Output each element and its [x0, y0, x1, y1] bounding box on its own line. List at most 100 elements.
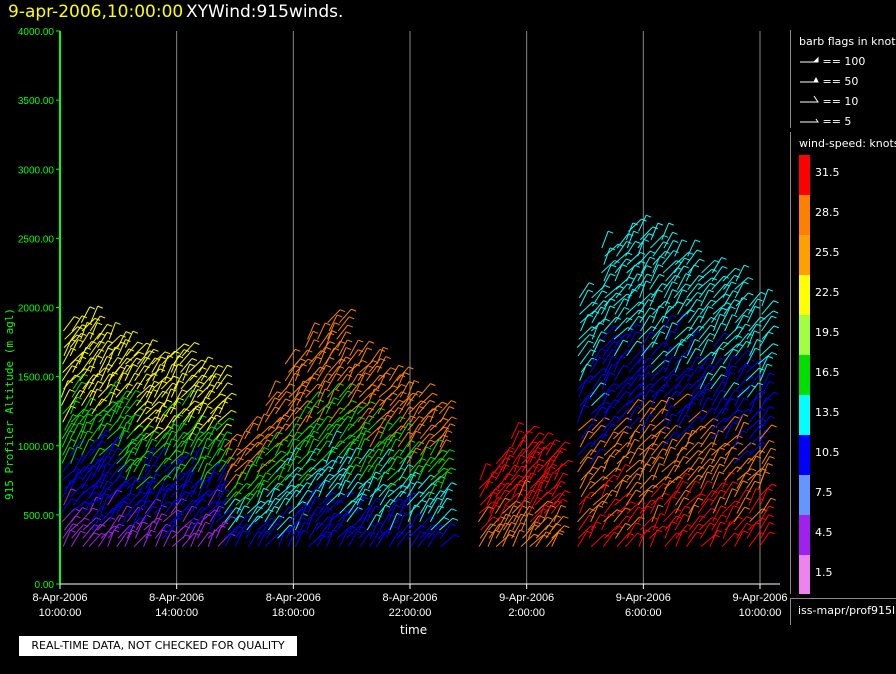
wind-barb	[317, 523, 329, 539]
wind-barb	[367, 448, 379, 465]
wind-barb	[296, 406, 307, 423]
wind-barb	[197, 426, 212, 440]
wind-barb-flag	[720, 489, 726, 493]
wind-barb	[536, 480, 545, 498]
wind-barb	[154, 432, 167, 448]
wind-barb-flag	[684, 505, 691, 509]
wind-barb-flag	[120, 475, 126, 479]
wind-barb	[227, 457, 240, 473]
wind-barb	[377, 414, 388, 431]
wind-barb	[357, 365, 369, 382]
wind-barb	[155, 484, 169, 498]
wind-barb-flag	[194, 384, 200, 388]
wind-barb-flag	[688, 383, 694, 387]
wind-barb-flag	[328, 356, 335, 360]
color-swatch	[799, 235, 810, 275]
wind-barb	[336, 390, 348, 406]
wind-barb	[169, 397, 180, 415]
wind-barb	[637, 233, 650, 249]
wind-barb-flag	[347, 339, 353, 343]
wind-barb-flag	[688, 467, 694, 471]
wind-barb-flag	[671, 314, 677, 318]
wind-barb-flag	[184, 408, 190, 412]
wind-barb	[613, 333, 627, 348]
wind-barb	[439, 517, 454, 531]
wind-barb-flag	[364, 438, 370, 442]
wind-barb	[89, 423, 102, 440]
wind-barb-flag	[209, 390, 216, 394]
x-tick-date: 9-Apr-2006	[732, 592, 787, 604]
wind-barb	[649, 525, 663, 539]
wind-barb	[761, 325, 775, 340]
wind-barb	[639, 474, 653, 489]
wind-barb	[379, 422, 388, 440]
wind-barb-flag	[258, 433, 265, 437]
wind-barb	[513, 455, 522, 473]
wind-barb-flag	[351, 400, 357, 404]
wind-barb	[97, 340, 109, 357]
wind-barb	[275, 497, 286, 514]
wind-barb	[511, 522, 521, 539]
wind-barb	[318, 480, 326, 498]
wind-barb	[501, 447, 511, 464]
wind-barb	[97, 332, 108, 348]
wind-barb-flag	[75, 359, 81, 363]
wind-barb	[534, 516, 548, 531]
wind-barb-flag	[126, 390, 132, 394]
wind-barb	[545, 439, 556, 456]
wind-barb-flag	[623, 455, 629, 459]
wind-barb-flag	[368, 407, 375, 411]
wind-barb	[297, 450, 312, 465]
y-axis-label: 915 Profiler Altitude (m agl)	[3, 307, 16, 500]
wind-barb-flag	[224, 438, 230, 442]
wind-barb	[710, 417, 725, 431]
wind-barb	[440, 471, 448, 489]
wind-barb	[89, 381, 99, 398]
wind-barb	[489, 496, 498, 514]
wind-barb	[686, 283, 699, 299]
wind-barb-flag	[268, 509, 274, 513]
wind-barb-flag	[328, 423, 335, 427]
wind-barb-flag	[635, 489, 642, 493]
wind-barb-flag	[357, 481, 363, 485]
wind-barb-flag	[623, 364, 629, 368]
wind-barb	[116, 531, 128, 547]
wind-barb-flag	[755, 396, 762, 400]
wind-barb	[398, 423, 409, 440]
wind-barb-flag	[694, 239, 701, 243]
wind-barb	[99, 347, 109, 365]
wind-barb	[317, 380, 326, 398]
wind-barb-flag	[378, 448, 384, 452]
wind-barb	[652, 463, 660, 481]
wind-barb	[98, 531, 109, 547]
wind-barb-flag	[134, 413, 141, 417]
wind-barb	[247, 456, 258, 473]
wind-barb	[256, 488, 265, 506]
wind-barb	[723, 275, 735, 290]
wind-barb	[116, 492, 131, 506]
wind-barb	[164, 364, 173, 381]
wind-barb	[79, 421, 88, 440]
wind-barb	[417, 415, 429, 431]
wind-barb-flag	[668, 305, 675, 309]
wind-barb	[215, 417, 230, 431]
wind-barb-flag	[451, 416, 457, 420]
wind-barb	[62, 348, 72, 365]
wind-barb-flag	[358, 498, 364, 502]
wind-barb-flag	[253, 422, 259, 426]
wind-barb	[590, 448, 601, 465]
wind-barb	[356, 488, 366, 506]
wind-speed-legend: wind-speed: knots 31.5 28.5 25.5 22.5 19.5 16…	[790, 132, 896, 594]
wind-barb-flag	[767, 288, 774, 292]
wind-barb	[80, 357, 92, 373]
wind-barb-flag	[539, 440, 545, 444]
wind-barb-flag	[114, 346, 120, 350]
wind-barb	[749, 339, 758, 357]
wind-barb	[217, 410, 232, 423]
wind-barb-flag	[107, 323, 113, 327]
wind-barb-flag	[124, 429, 130, 433]
wind-barb-flag	[659, 463, 665, 467]
wind-barb-flag	[697, 497, 704, 501]
wind-barb-flag	[767, 463, 773, 466]
wind-barb	[90, 492, 105, 506]
